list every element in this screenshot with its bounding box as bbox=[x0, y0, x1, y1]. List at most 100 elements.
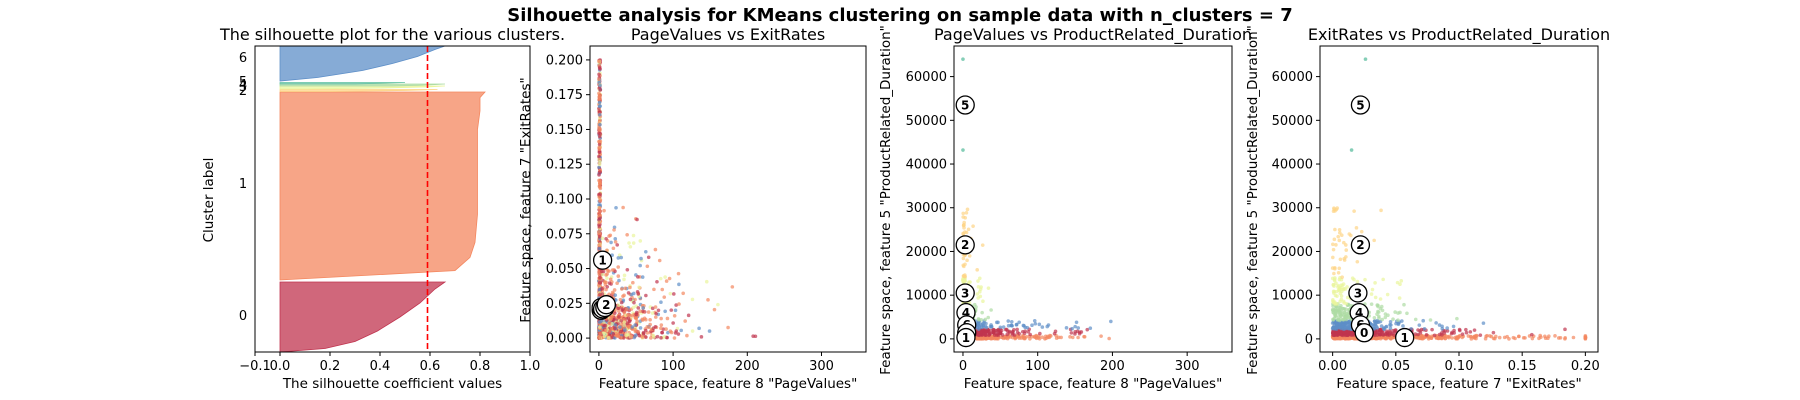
data-point bbox=[1339, 233, 1344, 238]
data-point bbox=[1034, 334, 1039, 338]
data-point bbox=[1333, 227, 1337, 232]
data-point bbox=[1341, 323, 1345, 328]
data-point bbox=[1341, 306, 1346, 311]
data-point bbox=[1478, 333, 1483, 337]
data-point bbox=[597, 335, 602, 340]
cluster-label-5: 5 bbox=[239, 75, 247, 90]
data-point bbox=[1352, 277, 1356, 282]
data-point bbox=[961, 215, 965, 219]
data-point bbox=[1372, 325, 1376, 330]
data-point bbox=[664, 327, 668, 331]
data-point bbox=[1380, 308, 1385, 313]
data-point bbox=[967, 254, 972, 258]
data-point bbox=[1373, 281, 1377, 285]
data-point bbox=[615, 281, 619, 286]
data-point bbox=[1385, 292, 1390, 297]
data-point bbox=[963, 274, 967, 279]
data-point bbox=[1022, 331, 1027, 336]
cluster-center-marker bbox=[1350, 95, 1371, 115]
data-point bbox=[704, 279, 709, 284]
data-point bbox=[1333, 312, 1337, 317]
data-point bbox=[1355, 279, 1360, 284]
data-point bbox=[629, 334, 634, 339]
data-point bbox=[618, 329, 623, 334]
data-point bbox=[699, 335, 704, 339]
x-tick-label: 0.20 bbox=[1571, 359, 1600, 374]
data-point bbox=[613, 293, 618, 297]
data-point bbox=[1336, 325, 1341, 330]
plot-area bbox=[279, 46, 486, 352]
data-point bbox=[600, 272, 605, 277]
cluster-center-label: 3 bbox=[961, 286, 969, 300]
x-tick-label: 0.6 bbox=[420, 359, 441, 374]
cluster-label-6: 6 bbox=[239, 51, 247, 66]
data-point bbox=[1342, 330, 1346, 335]
data-point bbox=[597, 150, 602, 154]
data-point bbox=[965, 258, 969, 263]
data-point bbox=[668, 291, 673, 296]
data-point bbox=[598, 112, 602, 117]
data-point bbox=[651, 326, 656, 331]
data-point bbox=[636, 306, 641, 310]
data-point bbox=[607, 281, 612, 285]
data-point bbox=[1396, 318, 1400, 322]
data-point bbox=[659, 326, 663, 331]
data-point bbox=[625, 307, 629, 312]
data-point bbox=[1379, 335, 1384, 340]
data-point bbox=[1373, 336, 1378, 341]
axes-title: PageValues vs ExitRates bbox=[631, 25, 825, 44]
data-point bbox=[981, 299, 985, 304]
data-point bbox=[961, 211, 966, 216]
data-point bbox=[986, 286, 991, 290]
data-point bbox=[617, 309, 621, 313]
data-point bbox=[980, 310, 984, 315]
axes-frame bbox=[254, 45, 531, 353]
data-point bbox=[638, 239, 643, 243]
data-point bbox=[983, 324, 988, 329]
x-tick-label: 0.2 bbox=[320, 359, 341, 374]
y-tick-label: 60000 bbox=[906, 70, 947, 85]
data-point bbox=[1332, 277, 1337, 282]
data-point bbox=[643, 328, 648, 333]
data-point bbox=[986, 315, 991, 320]
data-point bbox=[597, 154, 601, 159]
data-point bbox=[597, 104, 602, 109]
data-point bbox=[999, 328, 1004, 333]
y-tick-label: 40000 bbox=[1272, 158, 1313, 173]
y-tick-label: 0.000 bbox=[546, 332, 583, 347]
data-point bbox=[1556, 336, 1561, 340]
data-point bbox=[1331, 242, 1335, 247]
x-tick-label: 0.15 bbox=[1508, 359, 1537, 374]
data-point bbox=[1028, 332, 1032, 337]
data-point bbox=[640, 275, 645, 279]
data-point bbox=[597, 320, 602, 324]
data-point bbox=[597, 142, 602, 147]
cluster-label-4: 4 bbox=[239, 78, 247, 93]
data-point bbox=[671, 321, 675, 325]
data-point bbox=[988, 324, 993, 329]
x-tick-label: 200 bbox=[735, 359, 760, 374]
data-point bbox=[641, 306, 645, 310]
data-point bbox=[621, 294, 625, 299]
data-point bbox=[1513, 336, 1517, 341]
data-point bbox=[976, 279, 980, 283]
data-point bbox=[1488, 334, 1492, 338]
data-point bbox=[1447, 334, 1452, 339]
data-point bbox=[1359, 229, 1364, 234]
data-point bbox=[1333, 266, 1337, 271]
data-point bbox=[636, 275, 640, 279]
data-point bbox=[1344, 248, 1349, 252]
data-point bbox=[604, 236, 608, 241]
data-point bbox=[597, 280, 602, 285]
data-point bbox=[1450, 336, 1454, 340]
data-point bbox=[665, 316, 670, 321]
data-point bbox=[644, 317, 648, 322]
data-point bbox=[597, 195, 602, 199]
data-point bbox=[1064, 326, 1069, 330]
data-point bbox=[1481, 321, 1486, 325]
data-point bbox=[1401, 324, 1405, 328]
data-point bbox=[602, 280, 607, 284]
data-point bbox=[597, 184, 602, 189]
data-point bbox=[597, 206, 602, 210]
data-point bbox=[659, 316, 663, 321]
